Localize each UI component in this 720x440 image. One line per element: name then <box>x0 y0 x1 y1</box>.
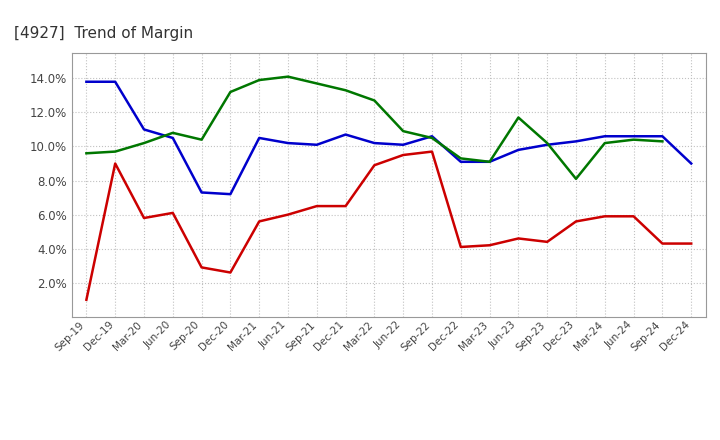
Ordinary Income <box>658 134 667 139</box>
Net Income <box>168 210 177 216</box>
Ordinary Income <box>514 147 523 153</box>
Net Income <box>255 219 264 224</box>
Operating Cashflow <box>341 88 350 93</box>
Operating Cashflow <box>255 77 264 83</box>
Operating Cashflow <box>399 128 408 134</box>
Ordinary Income <box>140 127 148 132</box>
Ordinary Income <box>572 139 580 144</box>
Operating Cashflow <box>456 156 465 161</box>
Operating Cashflow <box>428 136 436 141</box>
Operating Cashflow <box>226 89 235 95</box>
Operating Cashflow <box>284 74 292 79</box>
Operating Cashflow <box>140 140 148 146</box>
Ordinary Income <box>111 79 120 84</box>
Text: [4927]  Trend of Margin: [4927] Trend of Margin <box>14 26 194 41</box>
Ordinary Income <box>687 161 696 166</box>
Operating Cashflow <box>572 176 580 181</box>
Net Income <box>197 265 206 270</box>
Operating Cashflow <box>658 139 667 144</box>
Ordinary Income <box>226 191 235 197</box>
Ordinary Income <box>284 140 292 146</box>
Net Income <box>226 270 235 275</box>
Operating Cashflow <box>111 149 120 154</box>
Ordinary Income <box>255 136 264 141</box>
Operating Cashflow <box>543 140 552 146</box>
Net Income <box>111 161 120 166</box>
Net Income <box>456 244 465 249</box>
Ordinary Income <box>197 190 206 195</box>
Net Income <box>428 149 436 154</box>
Ordinary Income <box>82 79 91 84</box>
Net Income <box>572 219 580 224</box>
Net Income <box>312 203 321 209</box>
Net Income <box>629 214 638 219</box>
Net Income <box>140 215 148 220</box>
Operating Cashflow <box>485 159 494 165</box>
Net Income <box>658 241 667 246</box>
Line: Ordinary Income: Ordinary Income <box>86 82 691 194</box>
Net Income <box>543 239 552 245</box>
Net Income <box>82 297 91 302</box>
Ordinary Income <box>312 142 321 147</box>
Ordinary Income <box>543 142 552 147</box>
Operating Cashflow <box>197 137 206 142</box>
Net Income <box>341 203 350 209</box>
Ordinary Income <box>485 159 494 165</box>
Operating Cashflow <box>168 130 177 136</box>
Net Income <box>485 242 494 248</box>
Net Income <box>514 236 523 241</box>
Ordinary Income <box>370 140 379 146</box>
Ordinary Income <box>399 142 408 147</box>
Net Income <box>399 152 408 158</box>
Ordinary Income <box>341 132 350 137</box>
Ordinary Income <box>629 134 638 139</box>
Operating Cashflow <box>514 115 523 120</box>
Ordinary Income <box>428 134 436 139</box>
Operating Cashflow <box>82 150 91 156</box>
Operating Cashflow <box>600 140 609 146</box>
Line: Operating Cashflow: Operating Cashflow <box>86 77 662 179</box>
Net Income <box>600 214 609 219</box>
Operating Cashflow <box>629 137 638 142</box>
Ordinary Income <box>456 159 465 165</box>
Line: Net Income: Net Income <box>86 152 691 300</box>
Net Income <box>687 241 696 246</box>
Operating Cashflow <box>312 81 321 86</box>
Net Income <box>370 162 379 168</box>
Operating Cashflow <box>370 98 379 103</box>
Ordinary Income <box>600 134 609 139</box>
Net Income <box>284 212 292 217</box>
Ordinary Income <box>168 136 177 141</box>
